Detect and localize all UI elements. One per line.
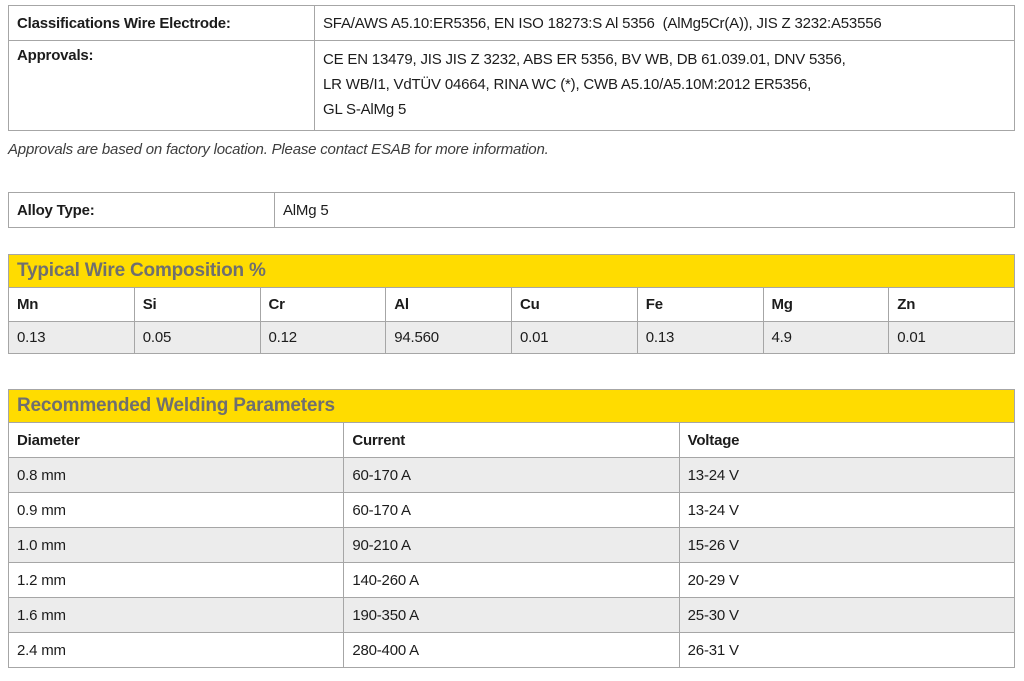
column-header-al: Al — [385, 287, 512, 322]
classifications-row: Classifications Wire Electrode: SFA/AWS … — [8, 5, 1015, 41]
column-header-current: Current — [343, 422, 680, 458]
column-header-cr: Cr — [259, 287, 387, 322]
diameter-cell: 1.6 mm — [7, 597, 345, 633]
alloy-type-table: Alloy Type: AlMg 5 — [8, 192, 1015, 228]
table-row: 0.8 mm 60-170 A 13-24 V — [7, 457, 1016, 493]
column-header-cu: Cu — [511, 287, 638, 322]
diameter-cell: 0.8 mm — [7, 457, 345, 493]
diameter-cell: 0.9 mm — [7, 492, 345, 528]
approvals-value: CE EN 13479, JIS JIS Z 3232, ABS ER 5356… — [314, 40, 1015, 131]
wire-composition-value-row: 0.13 0.05 0.12 94.560 0.01 0.13 4.9 0.01 — [8, 321, 1015, 354]
table-row: 1.6 mm 190-350 A 25-30 V — [7, 597, 1016, 633]
table-row: 0.9 mm 60-170 A 13-24 V — [7, 492, 1016, 528]
diameter-cell: 2.4 mm — [7, 632, 345, 668]
composition-value-mg: 4.9 — [762, 321, 890, 354]
wire-composition-section: Typical Wire Composition % Mn Si Cr Al C… — [8, 254, 1015, 354]
voltage-cell: 25-30 V — [678, 597, 1016, 633]
approvals-row: Approvals: CE EN 13479, JIS JIS Z 3232, … — [8, 40, 1015, 131]
column-header-diameter: Diameter — [7, 422, 345, 458]
voltage-cell: 26-31 V — [678, 632, 1016, 668]
current-cell: 140-260 A — [343, 562, 680, 598]
current-cell: 60-170 A — [343, 492, 680, 528]
column-header-voltage: Voltage — [678, 422, 1016, 458]
wire-composition-header-row: Mn Si Cr Al Cu Fe Mg Zn — [8, 287, 1015, 322]
voltage-cell: 20-29 V — [678, 562, 1016, 598]
current-cell: 190-350 A — [343, 597, 680, 633]
column-header-fe: Fe — [636, 287, 764, 322]
composition-value-al: 94.560 — [385, 321, 512, 354]
approvals-label: Approvals: — [8, 40, 315, 131]
alloy-type-label: Alloy Type: — [8, 192, 275, 228]
welding-parameters-header-row: Diameter Current Voltage — [7, 422, 1016, 458]
voltage-cell: 13-24 V — [678, 457, 1016, 493]
composition-value-fe: 0.13 — [636, 321, 764, 354]
column-header-mn: Mn — [8, 287, 135, 322]
classifications-approvals-table: Classifications Wire Electrode: SFA/AWS … — [8, 5, 1015, 131]
current-cell: 280-400 A — [343, 632, 680, 668]
alloy-type-row: Alloy Type: AlMg 5 — [8, 192, 1015, 228]
welding-parameters-table: Diameter Current Voltage 0.8 mm 60-170 A… — [7, 422, 1016, 668]
current-cell: 60-170 A — [343, 457, 680, 493]
classifications-label: Classifications Wire Electrode: — [8, 5, 315, 41]
column-header-mg: Mg — [762, 287, 890, 322]
column-header-si: Si — [133, 287, 261, 322]
table-row: 1.0 mm 90-210 A 15-26 V — [7, 527, 1016, 563]
current-cell: 90-210 A — [343, 527, 680, 563]
composition-value-cu: 0.01 — [511, 321, 638, 354]
wire-composition-title: Typical Wire Composition % — [8, 254, 1015, 288]
classifications-value: SFA/AWS A5.10:ER5356, EN ISO 18273:S Al … — [314, 5, 1015, 41]
diameter-cell: 1.2 mm — [7, 562, 345, 598]
diameter-cell: 1.0 mm — [7, 527, 345, 563]
composition-value-zn: 0.01 — [888, 321, 1015, 354]
voltage-cell: 15-26 V — [678, 527, 1016, 563]
wire-composition-table: Mn Si Cr Al Cu Fe Mg Zn 0.13 0.05 0.12 9… — [8, 287, 1015, 354]
welding-parameters-title: Recommended Welding Parameters — [8, 389, 1015, 423]
composition-value-mn: 0.13 — [8, 321, 135, 354]
welding-parameters-section: Recommended Welding Parameters Diameter … — [7, 389, 1016, 668]
composition-value-cr: 0.12 — [259, 321, 387, 354]
composition-value-si: 0.05 — [133, 321, 261, 354]
approvals-note: Approvals are based on factory location.… — [8, 141, 549, 158]
table-row: 2.4 mm 280-400 A 26-31 V — [7, 632, 1016, 668]
table-row: 1.2 mm 140-260 A 20-29 V — [7, 562, 1016, 598]
alloy-type-value: AlMg 5 — [274, 192, 1015, 228]
voltage-cell: 13-24 V — [678, 492, 1016, 528]
column-header-zn: Zn — [888, 287, 1015, 322]
